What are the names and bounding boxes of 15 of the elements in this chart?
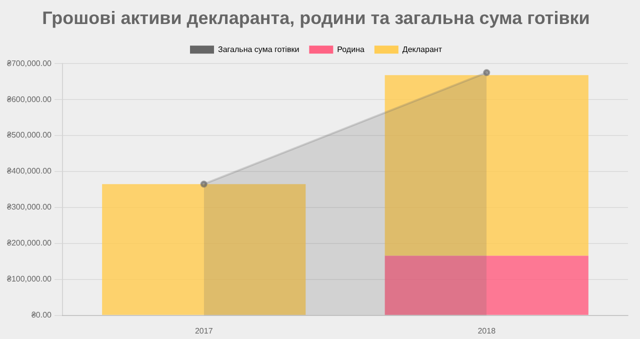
legend-label: Загальна сума готівки <box>218 44 300 54</box>
y-tick-label: ₴100,000.00 <box>6 274 52 284</box>
y-tick-label: ₴300,000.00 <box>6 202 52 212</box>
y-tick-label: ₴400,000.00 <box>6 166 52 176</box>
x-tick-label: 2017 <box>194 326 214 336</box>
y-tick-label: ₴0.00 <box>31 310 52 320</box>
chart-title: Грошові активи декларанта, родини та загальна сума готівки <box>42 8 590 28</box>
legend-label: Декларант <box>402 44 442 54</box>
x-tick-label: 2018 <box>478 326 496 336</box>
y-tick-label: ₴500,000.00 <box>6 130 52 140</box>
legend-label: Родина <box>337 44 365 54</box>
y-tick-label: ₴700,000.00 <box>6 58 52 68</box>
bar <box>384 256 588 315</box>
y-tick-label: ₴600,000.00 <box>6 94 52 104</box>
y-tick-label: ₴200,000.00 <box>6 238 52 248</box>
